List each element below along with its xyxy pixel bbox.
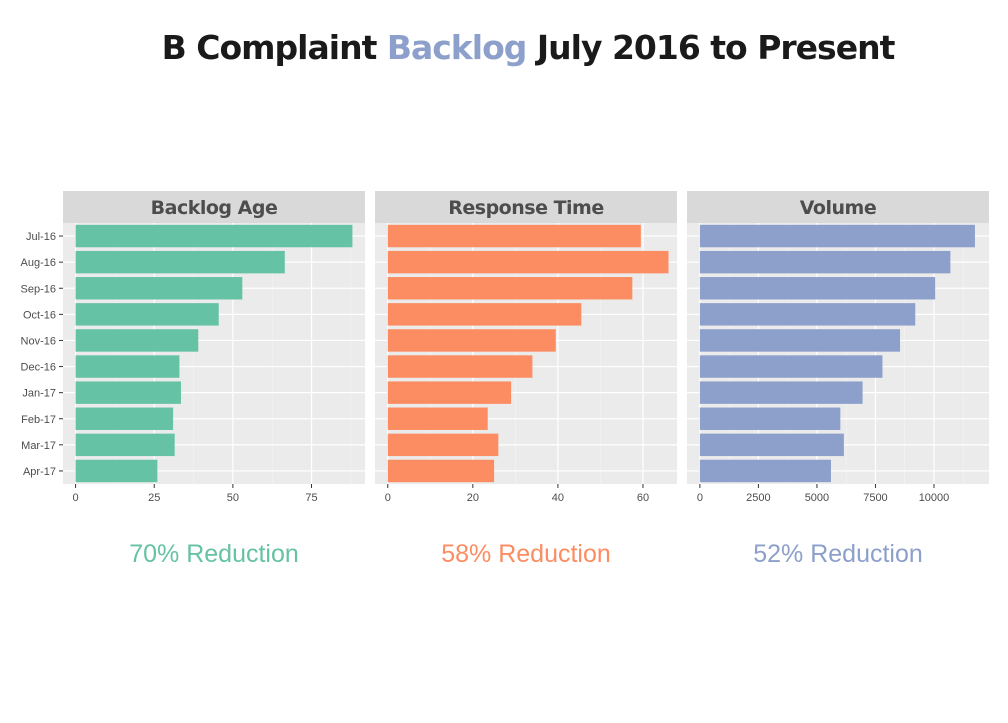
x-tick-label: 0 bbox=[697, 492, 703, 504]
reduction-volume: 52% Reduction bbox=[753, 540, 923, 568]
bar bbox=[387, 329, 556, 352]
bar bbox=[75, 433, 175, 457]
y-tick-label: Sep-16 bbox=[21, 283, 56, 295]
x-tick-label: 20 bbox=[467, 492, 479, 504]
bar bbox=[387, 355, 533, 378]
bar bbox=[699, 250, 951, 274]
bar bbox=[387, 250, 669, 274]
y-tick-label: Jan-17 bbox=[22, 388, 56, 400]
x-tick-label: 2500 bbox=[746, 492, 770, 504]
y-tick-label: Jul-16 bbox=[26, 231, 56, 243]
x-tick-label: 0 bbox=[73, 492, 79, 504]
bar bbox=[699, 277, 936, 300]
bar bbox=[75, 381, 181, 404]
panel-strip bbox=[375, 191, 677, 223]
y-tick-label: Nov-16 bbox=[21, 335, 56, 347]
y-tick-label: Mar-17 bbox=[21, 440, 56, 452]
y-tick-label: Aug-16 bbox=[21, 257, 56, 269]
bar bbox=[75, 250, 285, 274]
x-tick-label: 40 bbox=[552, 492, 564, 504]
x-tick-label: 0 bbox=[385, 492, 391, 504]
panel-strip bbox=[687, 191, 989, 223]
bar bbox=[75, 224, 353, 248]
panel-strip bbox=[63, 191, 365, 223]
x-tick-label: 7500 bbox=[863, 492, 887, 504]
reduction-backlog-age: 70% Reduction bbox=[129, 540, 299, 568]
x-tick-label: 60 bbox=[637, 492, 649, 504]
x-tick-label: 25 bbox=[148, 492, 160, 504]
bar bbox=[699, 224, 975, 248]
bar bbox=[387, 407, 488, 430]
bar bbox=[699, 355, 883, 378]
bar bbox=[387, 303, 582, 326]
bar bbox=[699, 459, 831, 483]
x-tick-label: 75 bbox=[305, 492, 317, 504]
reduction-response-time: 58% Reduction bbox=[441, 540, 611, 568]
panel-title: Volume bbox=[800, 197, 876, 219]
bar bbox=[75, 329, 199, 352]
bar bbox=[387, 277, 633, 300]
title-accent: Backlog bbox=[386, 28, 528, 67]
panel-title: Backlog Age bbox=[151, 197, 278, 219]
bar bbox=[75, 407, 174, 430]
y-tick-label: Oct-16 bbox=[23, 309, 56, 321]
bar bbox=[387, 224, 641, 248]
bar bbox=[75, 277, 243, 300]
chart-title: B Complaint Backlog July 2016 to Present bbox=[0, 28, 1008, 67]
bar bbox=[699, 433, 844, 457]
bar bbox=[387, 459, 495, 483]
bar bbox=[75, 355, 180, 378]
panel-title: Response Time bbox=[448, 197, 603, 219]
bar bbox=[699, 407, 841, 430]
y-tick-label: Feb-17 bbox=[21, 414, 56, 426]
x-tick-label: 10000 bbox=[919, 492, 950, 504]
x-tick-label: 5000 bbox=[805, 492, 829, 504]
bar bbox=[699, 329, 901, 352]
y-tick-label: Dec-16 bbox=[21, 362, 56, 374]
bar bbox=[387, 433, 499, 457]
title-suffix: July 2016 to Present bbox=[526, 28, 895, 67]
y-tick-label: Apr-17 bbox=[23, 466, 56, 478]
bar bbox=[75, 459, 158, 483]
x-tick-label: 50 bbox=[227, 492, 239, 504]
title-prefix: B Complaint bbox=[161, 28, 387, 67]
bar bbox=[387, 381, 512, 404]
bar bbox=[75, 303, 219, 326]
bar bbox=[699, 381, 863, 404]
bar bbox=[699, 303, 916, 326]
